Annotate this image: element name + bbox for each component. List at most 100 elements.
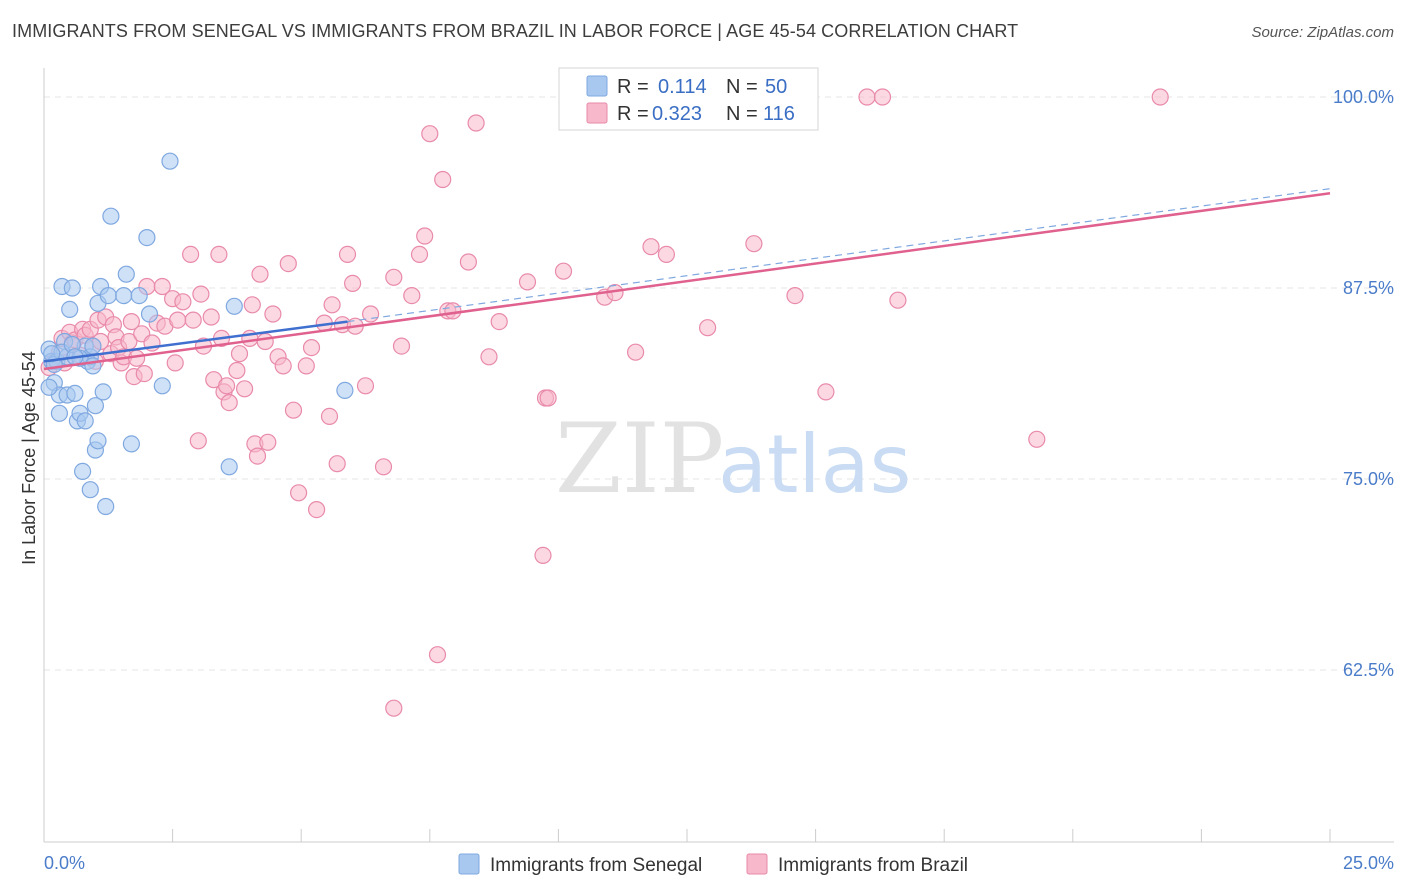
chart-title: IMMIGRANTS FROM SENEGAL VS IMMIGRANTS FR… (12, 21, 1019, 41)
brazil-point (428, 646, 447, 664)
y-tick-labels: 62.5% 75.0% 87.5% 100.0% (1333, 87, 1394, 680)
brazil-point (338, 245, 357, 263)
brazil-point (308, 501, 326, 519)
senegal-point (140, 305, 159, 323)
senegal-point (66, 384, 84, 402)
brazil-point (122, 313, 140, 331)
brazil-point (434, 170, 452, 189)
brazil-point (228, 361, 246, 380)
legend-swatch-brazil (586, 102, 608, 124)
brazil-point (421, 125, 439, 143)
senegal-point (94, 383, 112, 401)
senegal-trend-line (43, 320, 348, 363)
brazil-point (490, 313, 508, 331)
legend-n-label: N = (726, 103, 758, 125)
bottom-legend-label-senegal: Immigrants from Senegal (490, 855, 702, 876)
y-tick-label: 62.5% (1343, 660, 1394, 680)
legend-n-value-brazil: 116 (763, 103, 795, 125)
brazil-point (259, 433, 277, 451)
senegal-point (220, 458, 238, 476)
brazil-point (392, 337, 411, 355)
source-credit: Source: ZipAtlas.com (1251, 24, 1394, 41)
brazil-point (279, 255, 297, 273)
brazil-point (135, 365, 153, 383)
series-senegal-points (40, 152, 354, 516)
legend-r-label: R = (617, 76, 649, 98)
x-axis-ticks (43, 829, 1331, 842)
brazil-point (184, 311, 202, 329)
brazil-point (385, 699, 403, 717)
brazil-point (290, 484, 308, 502)
watermark-atlas: atlas (718, 418, 911, 511)
senegal-point (63, 279, 81, 297)
brazil-point (256, 332, 274, 351)
brazil-point (169, 311, 187, 329)
brazil-point (410, 245, 429, 263)
brazil-point (166, 354, 184, 372)
brazil-point (889, 291, 907, 309)
brazil-point (192, 285, 210, 303)
senegal-trend-extension (347, 188, 1331, 323)
brazil-point (858, 88, 876, 106)
brazil-point (153, 277, 171, 296)
legend-r-value-brazil: 0.323 (652, 103, 702, 125)
brazil-point (251, 265, 269, 283)
brazil-point (480, 348, 498, 366)
brazil-point (403, 287, 421, 305)
senegal-point (73, 462, 92, 480)
senegal-point (336, 381, 354, 399)
brazil-point (220, 394, 238, 412)
brazil-point (539, 389, 557, 407)
brazil-point (297, 357, 315, 375)
senegal-point (225, 297, 243, 315)
brazil-point (642, 238, 660, 256)
legend-r-label: R = (617, 103, 649, 125)
legend-swatch-senegal (586, 75, 608, 97)
brazil-point (626, 343, 645, 361)
brazil-point (657, 245, 676, 263)
senegal-point (117, 265, 135, 283)
series-brazil-points (40, 88, 1169, 717)
trend-lines (43, 188, 1331, 371)
brazil-point (236, 380, 254, 398)
brazil-point (320, 407, 339, 425)
brazil-point (873, 88, 892, 106)
senegal-point (122, 435, 140, 453)
brazil-point (189, 432, 207, 450)
brazil-point (444, 302, 462, 320)
gridlines (44, 96, 1394, 671)
brazil-point (416, 227, 434, 245)
senegal-point (130, 287, 148, 305)
senegal-point (84, 337, 102, 355)
brazil-point (218, 377, 236, 395)
brazil-point (174, 293, 192, 311)
legend-r-value-senegal: 0.114 (658, 76, 707, 98)
bottom-legend-swatch-brazil (746, 853, 768, 875)
watermark-zip: ZIP (555, 403, 724, 515)
brazil-point (274, 357, 292, 375)
legend-n-value-senegal: 50 (765, 76, 787, 98)
brazil-point (323, 296, 341, 314)
brazil-point (745, 235, 763, 253)
brazil-point (374, 458, 393, 476)
brazil-point (385, 268, 403, 286)
legend-n-label: N = (726, 76, 758, 98)
senegal-point (43, 345, 61, 363)
y-axis-label: In Labor Force | Age 45-54 (19, 351, 39, 565)
brazil-point (356, 377, 375, 395)
brazil-point (554, 262, 573, 280)
bottom-legend: Immigrants from Senegal Immigrants from … (458, 853, 968, 876)
brazil-point (302, 339, 321, 357)
y-tick-label: 100.0% (1333, 87, 1394, 107)
senegal-point (153, 377, 171, 395)
brazil-point (698, 319, 717, 337)
senegal-point (138, 229, 156, 247)
senegal-point (97, 497, 115, 516)
senegal-point (50, 404, 69, 422)
senegal-point (115, 287, 133, 305)
brazil-point (467, 114, 485, 132)
senegal-point (89, 432, 107, 450)
senegal-point (99, 287, 117, 305)
x-tick-label-max: 25.0% (1343, 853, 1394, 873)
brazil-point (328, 455, 346, 473)
